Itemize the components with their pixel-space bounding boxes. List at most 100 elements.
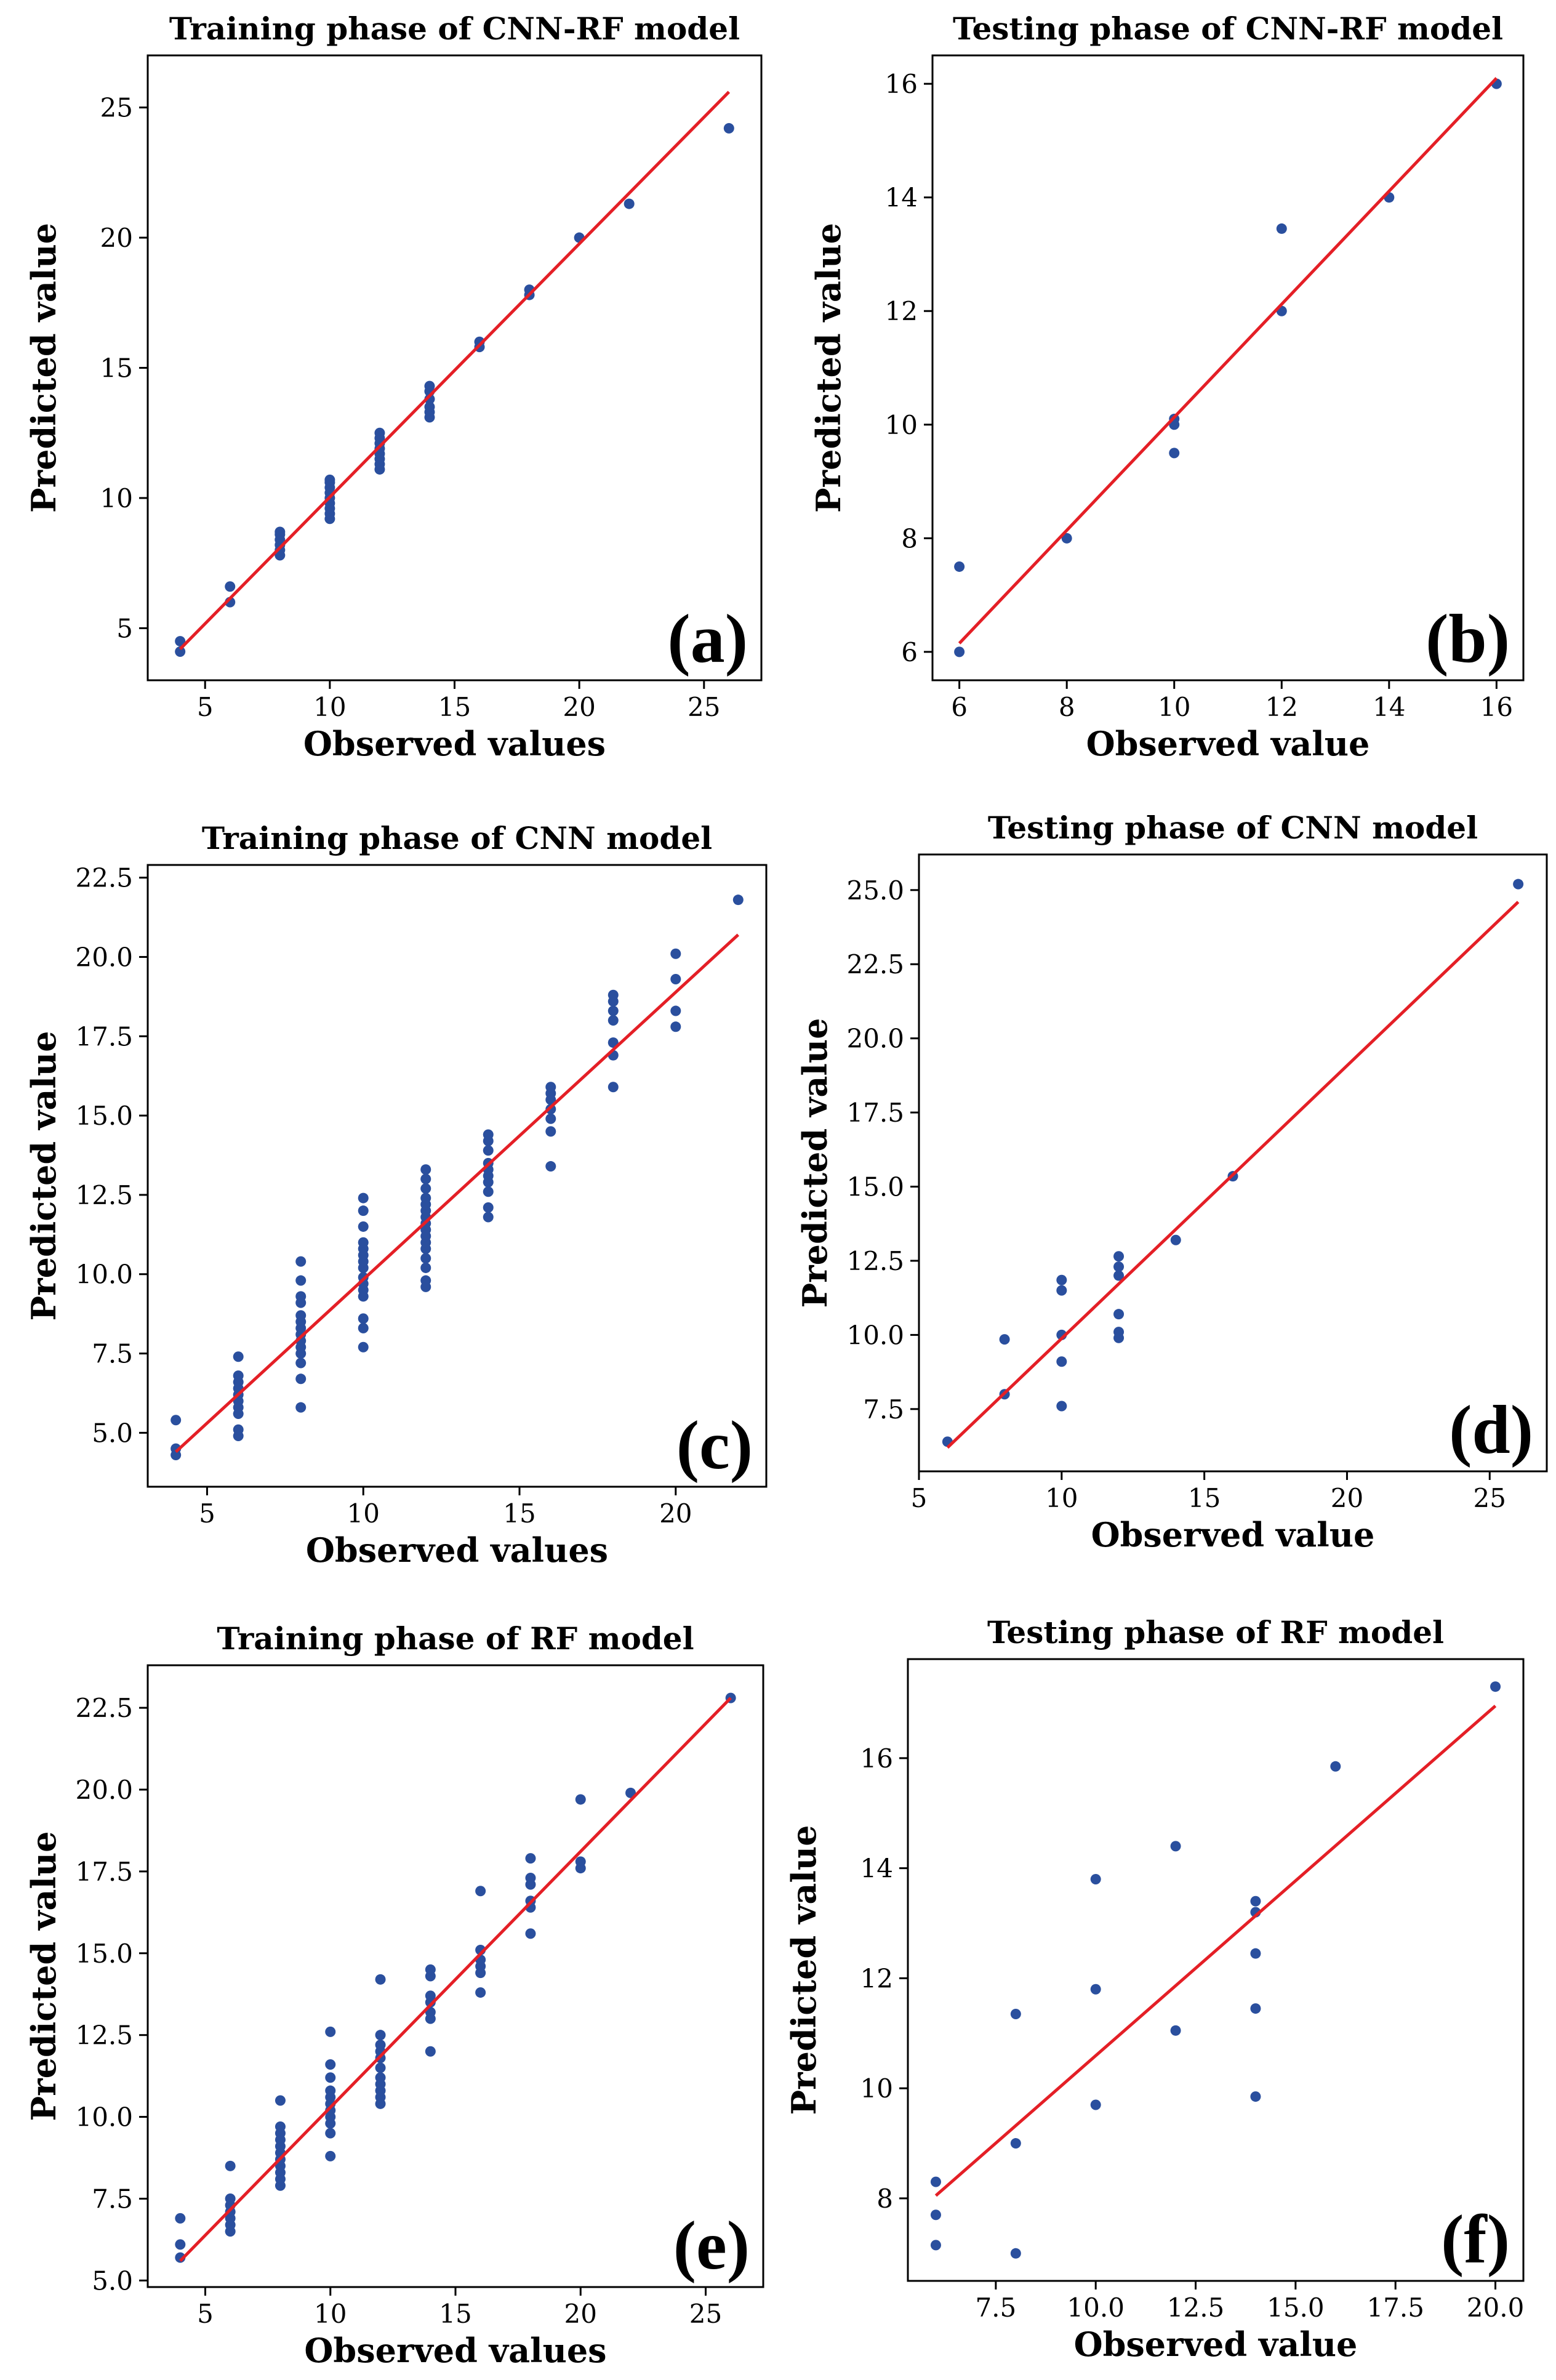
data-point-c (233, 1370, 244, 1381)
fit-line-f (934, 1705, 1497, 2197)
x-tick-label-c: 15 (503, 1498, 535, 1529)
chart-title-a: Training phase of CNN-RF model (169, 10, 740, 47)
data-point-c (545, 1113, 556, 1124)
chart-b: 6 8 10 12 14 16 6 8 10 12 14 16 Testing phase of CNN… (809, 10, 1525, 763)
data-point-e (175, 2239, 186, 2250)
data-point-f (1010, 2009, 1021, 2020)
y-tick-label-c: 12.5 (75, 1180, 133, 1210)
data-point-c (670, 948, 681, 959)
x-tick-label-c: 10 (347, 1498, 380, 1529)
data-point-c (420, 1192, 431, 1204)
data-point-f (1170, 1841, 1181, 1852)
data-point-f (1250, 2091, 1261, 2102)
data-point-e (325, 2059, 336, 2070)
data-point-f (930, 2240, 941, 2251)
chart-d: 5 10 15 20 25 7.5 10.0 12.5 15.0 17.5 20.0 22.5 25.0… (795, 810, 1548, 1554)
data-point-d (1056, 1285, 1067, 1296)
x-tick-label-b: 12 (1265, 692, 1298, 722)
y-axis-label-e: Predicted value (24, 1831, 63, 2121)
data-point-f (1490, 1681, 1501, 1692)
data-point-f (1090, 1984, 1101, 1995)
data-point-c (420, 1173, 431, 1184)
fit-line-d (946, 901, 1520, 1449)
data-point-a (324, 474, 335, 485)
data-point-e (425, 1990, 436, 2001)
data-point-e (525, 1928, 536, 1939)
x-tick-label-b: 8 (1059, 692, 1075, 722)
data-point-b (954, 561, 965, 572)
x-tick-label-c: 5 (199, 1498, 215, 1529)
y-tick-label-d: 15.0 (846, 1172, 904, 1202)
data-point-b (1276, 223, 1287, 234)
data-point-a (175, 636, 186, 647)
data-point-f (1250, 1896, 1261, 1907)
chart-title-b: Testing phase of CNN-RF model (953, 10, 1503, 47)
y-tick-label-a: 5 (116, 613, 133, 643)
data-point-a (175, 646, 186, 657)
data-point-e (325, 2072, 336, 2083)
fit-line-c (174, 933, 740, 1453)
x-tick-label-e: 5 (197, 2299, 214, 2329)
data-point-c (420, 1253, 431, 1264)
data-point-b (954, 646, 965, 657)
y-tick-label-e: 10.0 (75, 2102, 133, 2133)
data-point-b (1169, 448, 1180, 459)
panel-label-b: (b) (1426, 601, 1510, 677)
data-point-d (1113, 1327, 1125, 1338)
data-point-e (475, 1886, 486, 1897)
x-tick-label-d: 5 (911, 1483, 928, 1513)
x-tick-label-e: 25 (689, 2299, 722, 2329)
data-point-f (1250, 2003, 1261, 2014)
y-tick-label-c: 17.5 (75, 1021, 133, 1051)
x-tick-label-e: 15 (439, 2299, 471, 2329)
data-point-c (483, 1186, 494, 1197)
x-tick-label-d: 20 (1331, 1483, 1363, 1513)
y-tick-label-d: 7.5 (863, 1394, 904, 1425)
data-point-c (170, 1415, 182, 1426)
data-point-e (375, 1974, 386, 1985)
chart-f: 7.5 10.0 12.5 15.0 17.5 20.0 8 10 12 14 16 Testing … (784, 1614, 1525, 2364)
y-tick-label-b: 10 (885, 410, 918, 440)
data-point-e (275, 2121, 286, 2133)
y-tick-label-f: 12 (860, 1963, 893, 1993)
y-tick-label-f: 8 (876, 2184, 893, 2214)
x-tick-label-d: 15 (1188, 1483, 1221, 1513)
data-point-a (624, 198, 635, 209)
x-axis-label-f: Observed value (1074, 2325, 1358, 2364)
data-point-c (545, 1161, 556, 1172)
panel-label-e: (e) (673, 2208, 750, 2284)
y-tick-label-f: 14 (860, 1854, 893, 1884)
y-tick-label-e: 20.0 (75, 1775, 133, 1805)
y-tick-label-c: 10.0 (75, 1260, 133, 1290)
data-point-c (295, 1373, 307, 1385)
y-tick-label-b: 14 (885, 183, 918, 213)
data-point-c (483, 1212, 494, 1223)
y-tick-label-e: 7.5 (92, 2184, 133, 2214)
data-point-c (483, 1129, 494, 1140)
data-point-f (1170, 2025, 1181, 2036)
data-point-c (358, 1192, 369, 1204)
data-point-c (420, 1275, 431, 1286)
chart-c: 5 10 15 20 5.0 7.5 10.0 12.5 15.0 17.5 20.0 22.5 Tra… (24, 820, 768, 1570)
y-tick-label-b: 12 (885, 296, 918, 326)
x-tick-label-f: 15.0 (1267, 2293, 1325, 2323)
panel-label-c: (c) (676, 1407, 753, 1484)
x-axis-label-b: Observed value (1086, 724, 1370, 763)
data-point-c (295, 1291, 307, 1302)
data-point-c (295, 1357, 307, 1369)
data-point-c (295, 1310, 307, 1321)
y-tick-label-c: 7.5 (92, 1339, 133, 1369)
x-tick-label-e: 20 (564, 2299, 597, 2329)
chart-title-f: Testing phase of RF model (987, 1614, 1444, 1650)
x-tick-label-d: 10 (1045, 1483, 1078, 1513)
chart-title-e: Training phase of RF model (217, 1620, 694, 1657)
data-point-c (358, 1237, 369, 1248)
data-point-c (295, 1256, 307, 1267)
y-tick-label-a: 15 (100, 353, 133, 384)
data-point-e (375, 2062, 386, 2073)
data-point-e (375, 2072, 386, 2083)
data-point-c (670, 1005, 681, 1016)
x-axis-label-a: Observed values (303, 724, 606, 763)
data-point-e (325, 2085, 336, 2096)
data-point-a (723, 123, 734, 134)
